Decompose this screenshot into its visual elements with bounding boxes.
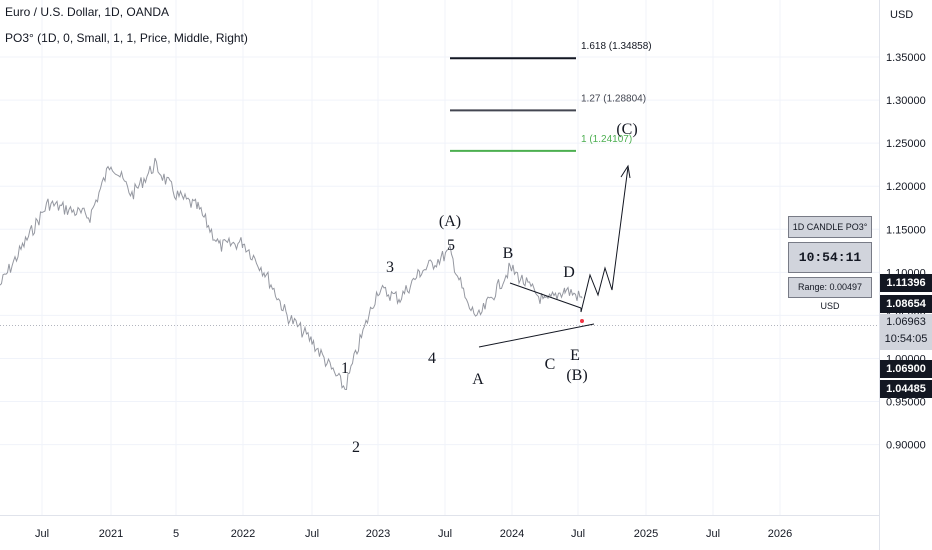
grid-lines bbox=[0, 0, 879, 515]
wave-label: 5 bbox=[447, 237, 455, 254]
price-tick-label: 1.35000 bbox=[886, 52, 926, 64]
time-tick-label: 2022 bbox=[231, 528, 255, 540]
projected-path[interactable] bbox=[580, 166, 629, 313]
triangle-upper-trendline[interactable] bbox=[509, 282, 582, 309]
wave-label: 4 bbox=[428, 350, 436, 367]
elliott-wave-drawing[interactable] bbox=[478, 164, 631, 348]
wave-label: 1 bbox=[341, 360, 349, 377]
po3-widget-timer: 10:54:11 bbox=[788, 242, 872, 273]
time-tick-label: 5 bbox=[173, 528, 179, 540]
wave-label: D bbox=[563, 264, 575, 281]
wave-label: (B) bbox=[566, 367, 587, 384]
price-tick-label: 1.20000 bbox=[886, 181, 926, 193]
indicator-legend[interactable]: PO3° (1D, 0, Small, 1, 1, Price, Middle,… bbox=[5, 31, 248, 45]
time-axis[interactable]: Jul 2021 5 2022 Jul 2023 Jul 2024 Jul 2025 Jul 2026 bbox=[35, 528, 792, 540]
wave-label: (A) bbox=[439, 213, 461, 230]
price-tag: 1.04485 bbox=[880, 380, 932, 398]
wave-label: A bbox=[472, 371, 484, 388]
wave-label: B bbox=[503, 245, 514, 262]
price-tick-label: 0.90000 bbox=[886, 440, 926, 452]
price-tag: 1.06900 bbox=[880, 360, 932, 378]
price-tick-label: 1.30000 bbox=[886, 95, 926, 107]
price-tag: 1.08654 bbox=[880, 295, 932, 313]
bar-countdown: 10:54:05 bbox=[884, 333, 928, 345]
time-tick-label: 2023 bbox=[366, 528, 390, 540]
price-tag: 1.11396 bbox=[880, 274, 932, 292]
wave-label: (C) bbox=[616, 121, 637, 138]
time-tick-label: Jul bbox=[438, 528, 452, 540]
price-series bbox=[0, 157, 583, 391]
time-tick-label: Jul bbox=[305, 528, 319, 540]
current-price-value: 1.06963 bbox=[886, 316, 926, 328]
arrow-head-icon bbox=[620, 164, 631, 179]
symbol-title[interactable]: Euro / U.S. Dollar, 1D, OANDA bbox=[5, 5, 170, 19]
price-tick-label: 1.15000 bbox=[886, 224, 926, 236]
fib-extension[interactable]: 1.618 (1.34858) 1.27 (1.28804) 1 (1.24107) bbox=[450, 41, 652, 152]
time-tick-label: 2021 bbox=[99, 528, 123, 540]
time-tick-label: Jul bbox=[571, 528, 585, 540]
time-tick-label: 2024 bbox=[500, 528, 524, 540]
time-tick-label: 2025 bbox=[634, 528, 658, 540]
time-tick-label: 2026 bbox=[768, 528, 792, 540]
price-tick-label: 0.95000 bbox=[886, 397, 926, 409]
current-price-marker bbox=[580, 319, 584, 323]
wave-labels: 1 2 3 4 (A) 5 A B C D E (B) (C) bbox=[341, 121, 638, 456]
wave-label: 3 bbox=[386, 259, 394, 276]
triangle-lower-trendline[interactable] bbox=[478, 323, 595, 348]
currency-label[interactable]: USD bbox=[890, 9, 914, 21]
wave-label: 2 bbox=[352, 439, 360, 456]
fib-level-label: 1.27 (1.28804) bbox=[581, 93, 646, 104]
po3-widget-title: 1D CANDLE PO3° bbox=[788, 216, 872, 238]
fib-level-label: 1 (1.24107) bbox=[581, 134, 632, 145]
po3-widget-range: Range: 0.00497 USD bbox=[788, 277, 872, 311]
current-price-tag: 1.06963 10:54:05 bbox=[880, 314, 932, 350]
wave-label: E bbox=[570, 347, 580, 364]
wave-label: C bbox=[545, 356, 556, 373]
time-tick-label: Jul bbox=[706, 528, 720, 540]
time-tick-label: Jul bbox=[35, 528, 49, 540]
price-tick-label: 1.25000 bbox=[886, 138, 926, 150]
fib-level-label: 1.618 (1.34858) bbox=[581, 41, 652, 52]
